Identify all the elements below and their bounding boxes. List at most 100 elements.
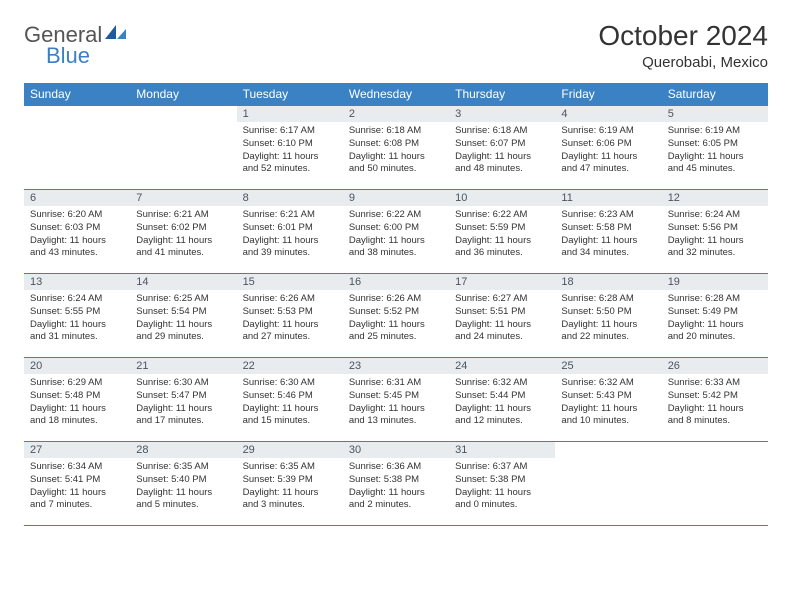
calendar-day-cell: 31Sunrise: 6:37 AMSunset: 5:38 PMDayligh… (449, 442, 555, 526)
day-number: 15 (237, 274, 343, 290)
day-number: 1 (237, 106, 343, 122)
calendar-day-cell: 18Sunrise: 6:28 AMSunset: 5:50 PMDayligh… (555, 274, 661, 358)
day-content: Sunrise: 6:29 AMSunset: 5:48 PMDaylight:… (24, 374, 130, 432)
calendar-day-cell (24, 106, 130, 190)
calendar-day-cell: 6Sunrise: 6:20 AMSunset: 6:03 PMDaylight… (24, 190, 130, 274)
day-content: Sunrise: 6:33 AMSunset: 5:42 PMDaylight:… (662, 374, 768, 432)
calendar-day-cell (130, 106, 236, 190)
day-number: 26 (662, 358, 768, 374)
calendar-day-cell: 30Sunrise: 6:36 AMSunset: 5:38 PMDayligh… (343, 442, 449, 526)
day-number: 20 (24, 358, 130, 374)
calendar-day-cell: 11Sunrise: 6:23 AMSunset: 5:58 PMDayligh… (555, 190, 661, 274)
calendar-day-cell: 5Sunrise: 6:19 AMSunset: 6:05 PMDaylight… (662, 106, 768, 190)
weekday-row: SundayMondayTuesdayWednesdayThursdayFrid… (24, 83, 768, 106)
page: GeneralBlue October 2024 Querobabi, Mexi… (0, 0, 792, 546)
calendar-day-cell: 4Sunrise: 6:19 AMSunset: 6:06 PMDaylight… (555, 106, 661, 190)
day-number: 5 (662, 106, 768, 122)
calendar-day-cell: 9Sunrise: 6:22 AMSunset: 6:00 PMDaylight… (343, 190, 449, 274)
calendar-day-cell: 21Sunrise: 6:30 AMSunset: 5:47 PMDayligh… (130, 358, 236, 442)
logo-sail-icon (104, 24, 128, 45)
calendar-day-cell: 29Sunrise: 6:35 AMSunset: 5:39 PMDayligh… (237, 442, 343, 526)
day-content: Sunrise: 6:34 AMSunset: 5:41 PMDaylight:… (24, 458, 130, 516)
day-number: 10 (449, 190, 555, 206)
day-number: 3 (449, 106, 555, 122)
calendar-day-cell: 20Sunrise: 6:29 AMSunset: 5:48 PMDayligh… (24, 358, 130, 442)
calendar-day-cell (555, 442, 661, 526)
calendar-day-cell: 27Sunrise: 6:34 AMSunset: 5:41 PMDayligh… (24, 442, 130, 526)
day-content: Sunrise: 6:28 AMSunset: 5:49 PMDaylight:… (662, 290, 768, 348)
day-number: 28 (130, 442, 236, 458)
day-content: Sunrise: 6:37 AMSunset: 5:38 PMDaylight:… (449, 458, 555, 516)
weekday-header: Tuesday (237, 83, 343, 106)
day-content: Sunrise: 6:35 AMSunset: 5:39 PMDaylight:… (237, 458, 343, 516)
day-content: Sunrise: 6:18 AMSunset: 6:08 PMDaylight:… (343, 122, 449, 180)
day-content: Sunrise: 6:23 AMSunset: 5:58 PMDaylight:… (555, 206, 661, 264)
calendar-day-cell: 16Sunrise: 6:26 AMSunset: 5:52 PMDayligh… (343, 274, 449, 358)
day-number: 30 (343, 442, 449, 458)
weekday-header: Sunday (24, 83, 130, 106)
calendar-day-cell: 25Sunrise: 6:32 AMSunset: 5:43 PMDayligh… (555, 358, 661, 442)
header: GeneralBlue October 2024 Querobabi, Mexi… (24, 20, 768, 71)
calendar-week-row: 13Sunrise: 6:24 AMSunset: 5:55 PMDayligh… (24, 274, 768, 358)
calendar-day-cell: 10Sunrise: 6:22 AMSunset: 5:59 PMDayligh… (449, 190, 555, 274)
calendar-day-cell: 24Sunrise: 6:32 AMSunset: 5:44 PMDayligh… (449, 358, 555, 442)
calendar-day-cell: 15Sunrise: 6:26 AMSunset: 5:53 PMDayligh… (237, 274, 343, 358)
day-number: 2 (343, 106, 449, 122)
calendar-day-cell: 3Sunrise: 6:18 AMSunset: 6:07 PMDaylight… (449, 106, 555, 190)
weekday-header: Saturday (662, 83, 768, 106)
day-number: 14 (130, 274, 236, 290)
calendar-day-cell: 8Sunrise: 6:21 AMSunset: 6:01 PMDaylight… (237, 190, 343, 274)
day-content: Sunrise: 6:17 AMSunset: 6:10 PMDaylight:… (237, 122, 343, 180)
calendar-day-cell: 23Sunrise: 6:31 AMSunset: 5:45 PMDayligh… (343, 358, 449, 442)
day-content: Sunrise: 6:26 AMSunset: 5:53 PMDaylight:… (237, 290, 343, 348)
day-number: 8 (237, 190, 343, 206)
day-content: Sunrise: 6:19 AMSunset: 6:05 PMDaylight:… (662, 122, 768, 180)
day-content: Sunrise: 6:32 AMSunset: 5:43 PMDaylight:… (555, 374, 661, 432)
day-content: Sunrise: 6:36 AMSunset: 5:38 PMDaylight:… (343, 458, 449, 516)
weekday-header: Monday (130, 83, 236, 106)
day-number: 22 (237, 358, 343, 374)
day-content: Sunrise: 6:21 AMSunset: 6:02 PMDaylight:… (130, 206, 236, 264)
calendar-day-cell: 13Sunrise: 6:24 AMSunset: 5:55 PMDayligh… (24, 274, 130, 358)
day-content: Sunrise: 6:18 AMSunset: 6:07 PMDaylight:… (449, 122, 555, 180)
day-number: 9 (343, 190, 449, 206)
weekday-header: Friday (555, 83, 661, 106)
calendar-day-cell: 14Sunrise: 6:25 AMSunset: 5:54 PMDayligh… (130, 274, 236, 358)
day-number: 12 (662, 190, 768, 206)
calendar-head: SundayMondayTuesdayWednesdayThursdayFrid… (24, 83, 768, 106)
day-content: Sunrise: 6:27 AMSunset: 5:51 PMDaylight:… (449, 290, 555, 348)
calendar-day-cell: 19Sunrise: 6:28 AMSunset: 5:49 PMDayligh… (662, 274, 768, 358)
weekday-header: Wednesday (343, 83, 449, 106)
day-number: 27 (24, 442, 130, 458)
day-number: 6 (24, 190, 130, 206)
day-content: Sunrise: 6:32 AMSunset: 5:44 PMDaylight:… (449, 374, 555, 432)
location: Querobabi, Mexico (598, 54, 768, 71)
month-title: October 2024 (598, 20, 768, 52)
calendar-day-cell: 2Sunrise: 6:18 AMSunset: 6:08 PMDaylight… (343, 106, 449, 190)
day-content: Sunrise: 6:28 AMSunset: 5:50 PMDaylight:… (555, 290, 661, 348)
day-content: Sunrise: 6:24 AMSunset: 5:55 PMDaylight:… (24, 290, 130, 348)
day-content: Sunrise: 6:30 AMSunset: 5:46 PMDaylight:… (237, 374, 343, 432)
day-content: Sunrise: 6:26 AMSunset: 5:52 PMDaylight:… (343, 290, 449, 348)
day-number: 17 (449, 274, 555, 290)
calendar-day-cell: 28Sunrise: 6:35 AMSunset: 5:40 PMDayligh… (130, 442, 236, 526)
day-number: 4 (555, 106, 661, 122)
day-number: 31 (449, 442, 555, 458)
day-content: Sunrise: 6:24 AMSunset: 5:56 PMDaylight:… (662, 206, 768, 264)
logo-text-blue: Blue (46, 43, 90, 68)
day-content: Sunrise: 6:31 AMSunset: 5:45 PMDaylight:… (343, 374, 449, 432)
calendar-day-cell: 7Sunrise: 6:21 AMSunset: 6:02 PMDaylight… (130, 190, 236, 274)
day-number: 11 (555, 190, 661, 206)
day-number: 13 (24, 274, 130, 290)
calendar-body: 1Sunrise: 6:17 AMSunset: 6:10 PMDaylight… (24, 106, 768, 526)
calendar-day-cell: 26Sunrise: 6:33 AMSunset: 5:42 PMDayligh… (662, 358, 768, 442)
calendar-day-cell (662, 442, 768, 526)
calendar-week-row: 6Sunrise: 6:20 AMSunset: 6:03 PMDaylight… (24, 190, 768, 274)
day-number: 18 (555, 274, 661, 290)
title-block: October 2024 Querobabi, Mexico (598, 20, 768, 71)
calendar-day-cell: 22Sunrise: 6:30 AMSunset: 5:46 PMDayligh… (237, 358, 343, 442)
weekday-header: Thursday (449, 83, 555, 106)
day-content: Sunrise: 6:35 AMSunset: 5:40 PMDaylight:… (130, 458, 236, 516)
day-number: 19 (662, 274, 768, 290)
day-content: Sunrise: 6:30 AMSunset: 5:47 PMDaylight:… (130, 374, 236, 432)
